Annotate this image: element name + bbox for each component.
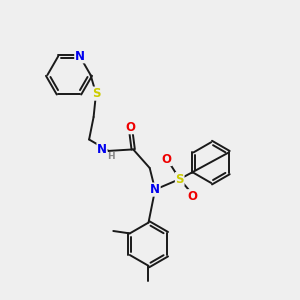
Text: N: N [97, 143, 107, 156]
Text: N: N [150, 183, 160, 196]
Text: O: O [126, 121, 136, 134]
Text: O: O [162, 152, 172, 166]
Text: H: H [107, 152, 115, 161]
Text: N: N [75, 50, 85, 63]
Text: O: O [188, 190, 198, 203]
Text: S: S [176, 172, 184, 186]
Text: S: S [92, 87, 100, 100]
